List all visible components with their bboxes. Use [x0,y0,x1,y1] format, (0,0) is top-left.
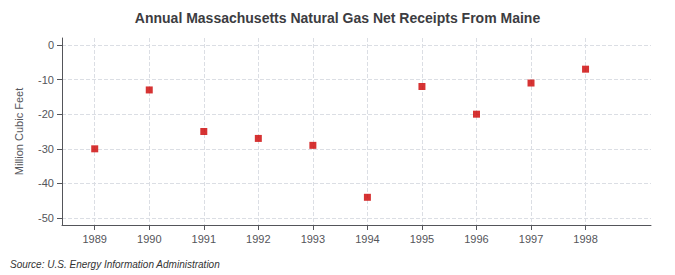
svg-text:1989: 1989 [82,233,106,245]
svg-text:1997: 1997 [519,233,543,245]
svg-text:1991: 1991 [192,233,216,245]
svg-text:1990: 1990 [137,233,161,245]
svg-text:0: 0 [48,39,54,51]
svg-text:Source: U.S. Energy Informatio: Source: U.S. Energy Information Administ… [10,259,220,270]
svg-text:-20: -20 [38,108,54,120]
svg-text:-30: -30 [38,143,54,155]
svg-text:1992: 1992 [246,233,270,245]
svg-text:-10: -10 [38,74,54,86]
svg-text:1993: 1993 [301,233,325,245]
svg-text:1994: 1994 [355,233,379,245]
svg-text:-40: -40 [38,177,54,189]
svg-text:Million Cubic Feet: Million Cubic Feet [13,88,25,175]
svg-text:1998: 1998 [573,233,597,245]
svg-text:1996: 1996 [464,233,488,245]
svg-text:1995: 1995 [410,233,434,245]
svg-text:-50: -50 [38,212,54,224]
svg-text:Annual Massachusetts Natural G: Annual Massachusetts Natural Gas Net Rec… [135,10,541,26]
